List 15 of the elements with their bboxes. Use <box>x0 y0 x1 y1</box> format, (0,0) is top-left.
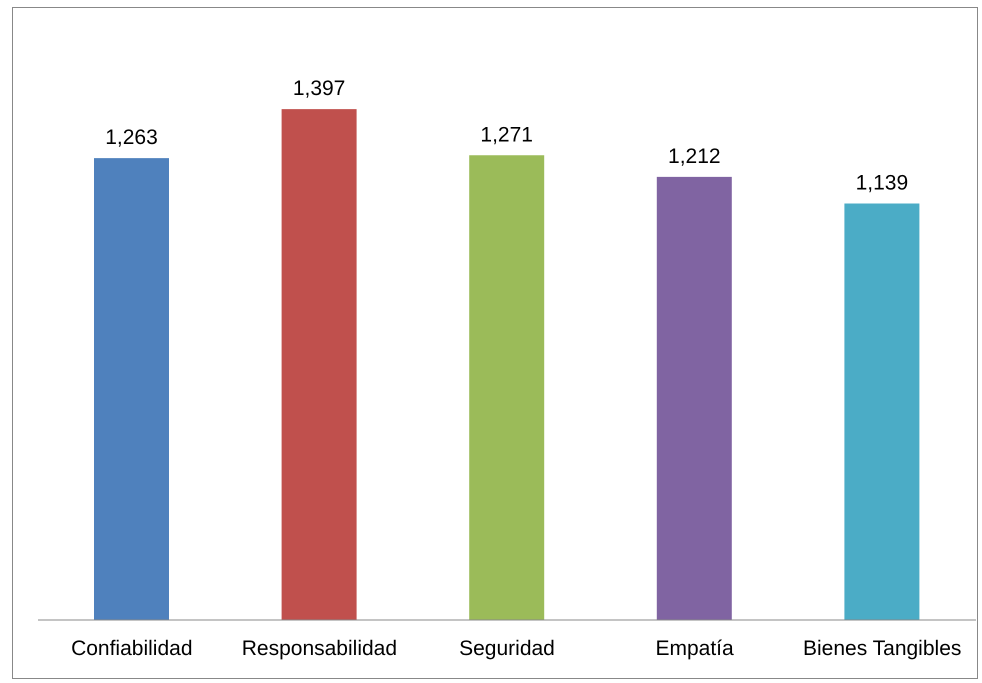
data-label: 1,212 <box>668 144 721 168</box>
bar <box>94 158 169 620</box>
x-tick-label: Empatía <box>655 636 734 660</box>
data-label: 1,139 <box>856 172 908 195</box>
bar <box>844 204 920 620</box>
x-tick-label: Bienes Tangibles <box>802 636 962 660</box>
data-label: 1,397 <box>292 77 346 100</box>
x-tick-label: Confiabilidad <box>71 636 193 660</box>
bar <box>282 109 357 620</box>
x-tick-label: Responsabilidad <box>242 636 398 660</box>
data-label: 1,263 <box>105 126 158 150</box>
data-label: 1,271 <box>480 123 533 146</box>
x-tick-label: Seguridad <box>459 636 555 660</box>
bar <box>656 176 732 620</box>
bar <box>469 155 544 620</box>
